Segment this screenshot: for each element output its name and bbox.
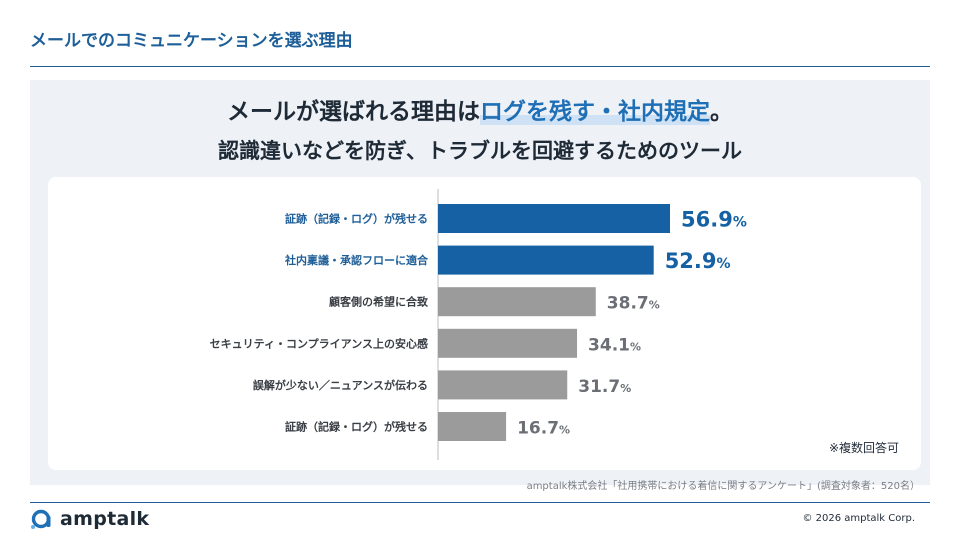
bar [438,412,507,441]
value-label: 31.7% [578,377,631,397]
top-divider [30,66,930,67]
category-label: 証跡（記録・ログ）が残せる [285,212,428,226]
bar-chart: 証跡（記録・ログ）が残せる 56.9% 社内稟議・承認フローに適合 52.9% 顧客側の… [210,189,747,460]
content-panel: メールが選ばれる理由はログを残す・社内規定。 認識違いなどを防ぎ、トラブルを回避… [30,80,930,485]
bottom-divider [30,502,930,503]
bar [438,245,654,275]
brand-logo: amptalk [30,508,149,530]
slide-title: メールでのコミュニケーションを選ぶ理由 [30,31,353,51]
chart-card: 証跡（記録・ログ）が残せる 56.9% 社内稟議・承認フローに適合 52.9% 顧客側の… [48,177,921,470]
headline-line-1: メールが選ばれる理由はログを残す・社内規定。 [30,92,930,126]
category-label: 社内稟議・承認フローに適合 [284,253,429,267]
source-citation: amptalk株式会社「社用携帯における着信に関するアンケート」(調査対象者：5… [526,481,920,492]
value-label: 16.7% [517,419,570,439]
bar [438,204,670,233]
headline-prefix: メールが選ばれる理由は [227,99,480,125]
value-label: 52.9% [665,249,731,273]
headline-line-2: 認識違いなどを防ぎ、トラブルを回避するためのツール [218,139,742,163]
logo-wordmark: amptalk [60,508,150,530]
category-label: 誤解が少ない／ニュアンスが伝わる [253,378,428,392]
category-label: セキュリティ・コンプライアンス上の安心感 [210,336,428,350]
bar [438,328,578,358]
value-label: 56.9% [681,208,747,232]
category-label: 顧客側の希望に合致 [329,295,429,309]
copyright: © 2026 amptalk Corp. [802,513,915,524]
bar [438,370,568,400]
value-label: 38.7% [607,294,660,314]
headline-accent: ログを残す・社内規定 [480,99,710,125]
category-label: 証跡（記録・ログ）が残せる [285,420,428,434]
amptalk-logo-icon [31,509,51,529]
multiple-answers-note: ※複数回答可 [828,441,899,455]
value-label: 34.1% [588,335,641,355]
headline-suffix: 。 [710,99,733,125]
bar [438,287,596,317]
